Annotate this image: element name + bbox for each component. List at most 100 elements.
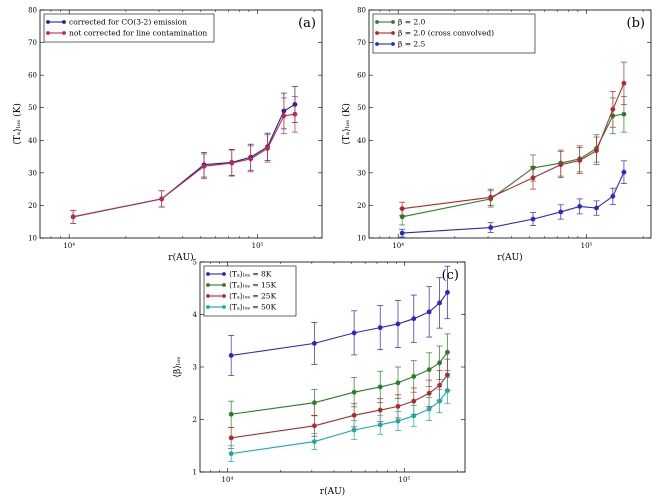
y-tick-label: 70 [28,39,37,47]
data-point [377,325,383,331]
legend-marker [206,283,210,287]
legend-marker [375,42,379,46]
x-axis-label: r(AU) [497,252,522,263]
data-point [395,418,401,424]
data-point [228,353,234,358]
y-tick-label: 30 [28,169,37,177]
data-point [437,398,442,404]
y-axis-label: ⟨Tₐ⟩ₗₒₛ (K) [341,103,352,145]
series-3 [399,160,627,238]
data-point [377,407,383,413]
data-point [577,158,583,163]
legend-marker [222,305,226,309]
legend-marker [222,294,226,298]
data-point [265,146,270,151]
data-point [377,422,383,428]
plot-frame [368,9,652,239]
data-point [399,206,405,212]
data-point [445,388,450,394]
panel-label: (a) [298,16,316,31]
series-1 [399,95,627,226]
data-point [281,113,287,119]
legend-marker [222,283,226,287]
legend-label: corrected for CO(3-2) emission [69,18,187,27]
data-point [426,367,432,373]
series-line [402,113,625,218]
legend-label: β = 2.5 [398,40,426,49]
legend-box [43,13,215,43]
data-point [411,316,417,322]
series-2 [399,61,627,216]
legend-label: β = 2.0 (cross convolved) [398,29,494,38]
data-point [201,163,207,169]
y-tick-label: 30 [357,169,366,177]
y-tick-label: 50 [28,104,37,112]
legend-marker [391,42,395,46]
data-point [445,349,450,355]
data-point [558,162,564,168]
legend-marker [206,294,210,298]
series-line [402,83,625,210]
data-point [311,400,317,406]
legend-marker [391,31,395,35]
y-tick-label: 40 [28,137,37,145]
y-tick-label: 70 [357,39,366,47]
legend-marker [46,20,50,24]
data-point [577,204,583,209]
data-point [311,340,317,346]
data-point [395,380,401,386]
legend-label: β = 2.0 [398,18,426,27]
data-point [610,193,616,199]
series-1 [70,86,298,224]
legend-marker [375,31,379,35]
data-point [594,205,599,211]
x-axis-label: r(AU) [320,486,345,497]
x-tick-label: 10⁴ [222,476,234,484]
panel-label: (b) [627,16,645,31]
y-tick-label: 2 [193,416,197,424]
data-point [411,413,417,419]
data-point [229,160,235,166]
data-point [351,330,357,336]
data-point [228,451,234,457]
data-point [621,169,627,175]
data-point [248,156,254,162]
data-point [70,214,76,220]
data-point [159,196,165,202]
data-point [594,148,599,154]
data-point [228,411,234,417]
data-point [488,194,494,200]
legend-label: ⟨Tₐ⟩ₗₒₛ = 15K [229,281,277,290]
plot-frame [39,9,323,239]
data-point [426,309,432,315]
y-tick-label: 3 [193,364,197,372]
data-point [292,111,298,117]
data-point [351,389,357,395]
y-tick-label: 80 [28,7,37,15]
y-tick-label: 5 [193,259,197,267]
data-point [445,372,450,378]
legend-label: ⟨Tₐ⟩ₗₒₛ = 25K [229,292,277,301]
series-line [73,103,296,218]
y-tick-label: 50 [357,104,366,112]
data-point [610,106,616,112]
data-point [411,374,417,379]
legend-marker [62,31,66,35]
chart-panel-2: 10 20 30 40 50 60 70 80 10⁴ 10⁵ r(AU) ⟨Tₐ⟩ₗₒₛ (K) (b… [341,7,652,263]
data-point [351,412,357,418]
data-point [426,390,432,396]
y-tick-label: 20 [28,202,37,210]
y-tick-label: 60 [357,72,366,80]
series-line [231,374,448,439]
data-point [437,300,442,306]
data-point [488,225,494,230]
legend: ⟨Tₐ⟩ₗₒₛ = 8K ⟨Tₐ⟩ₗₒₛ = 15K ⟨Tₐ⟩ₗₒₛ = 25K ⟨T… [203,265,297,317]
y-tick-label: 80 [357,7,366,15]
legend: corrected for CO(3-2) emission not correc… [43,13,215,43]
y-tick-label: 1 [193,469,197,477]
data-point [445,290,450,295]
data-point [621,111,627,117]
y-tick-label: 60 [28,72,37,80]
x-tick-label: 10⁴ [392,242,404,250]
